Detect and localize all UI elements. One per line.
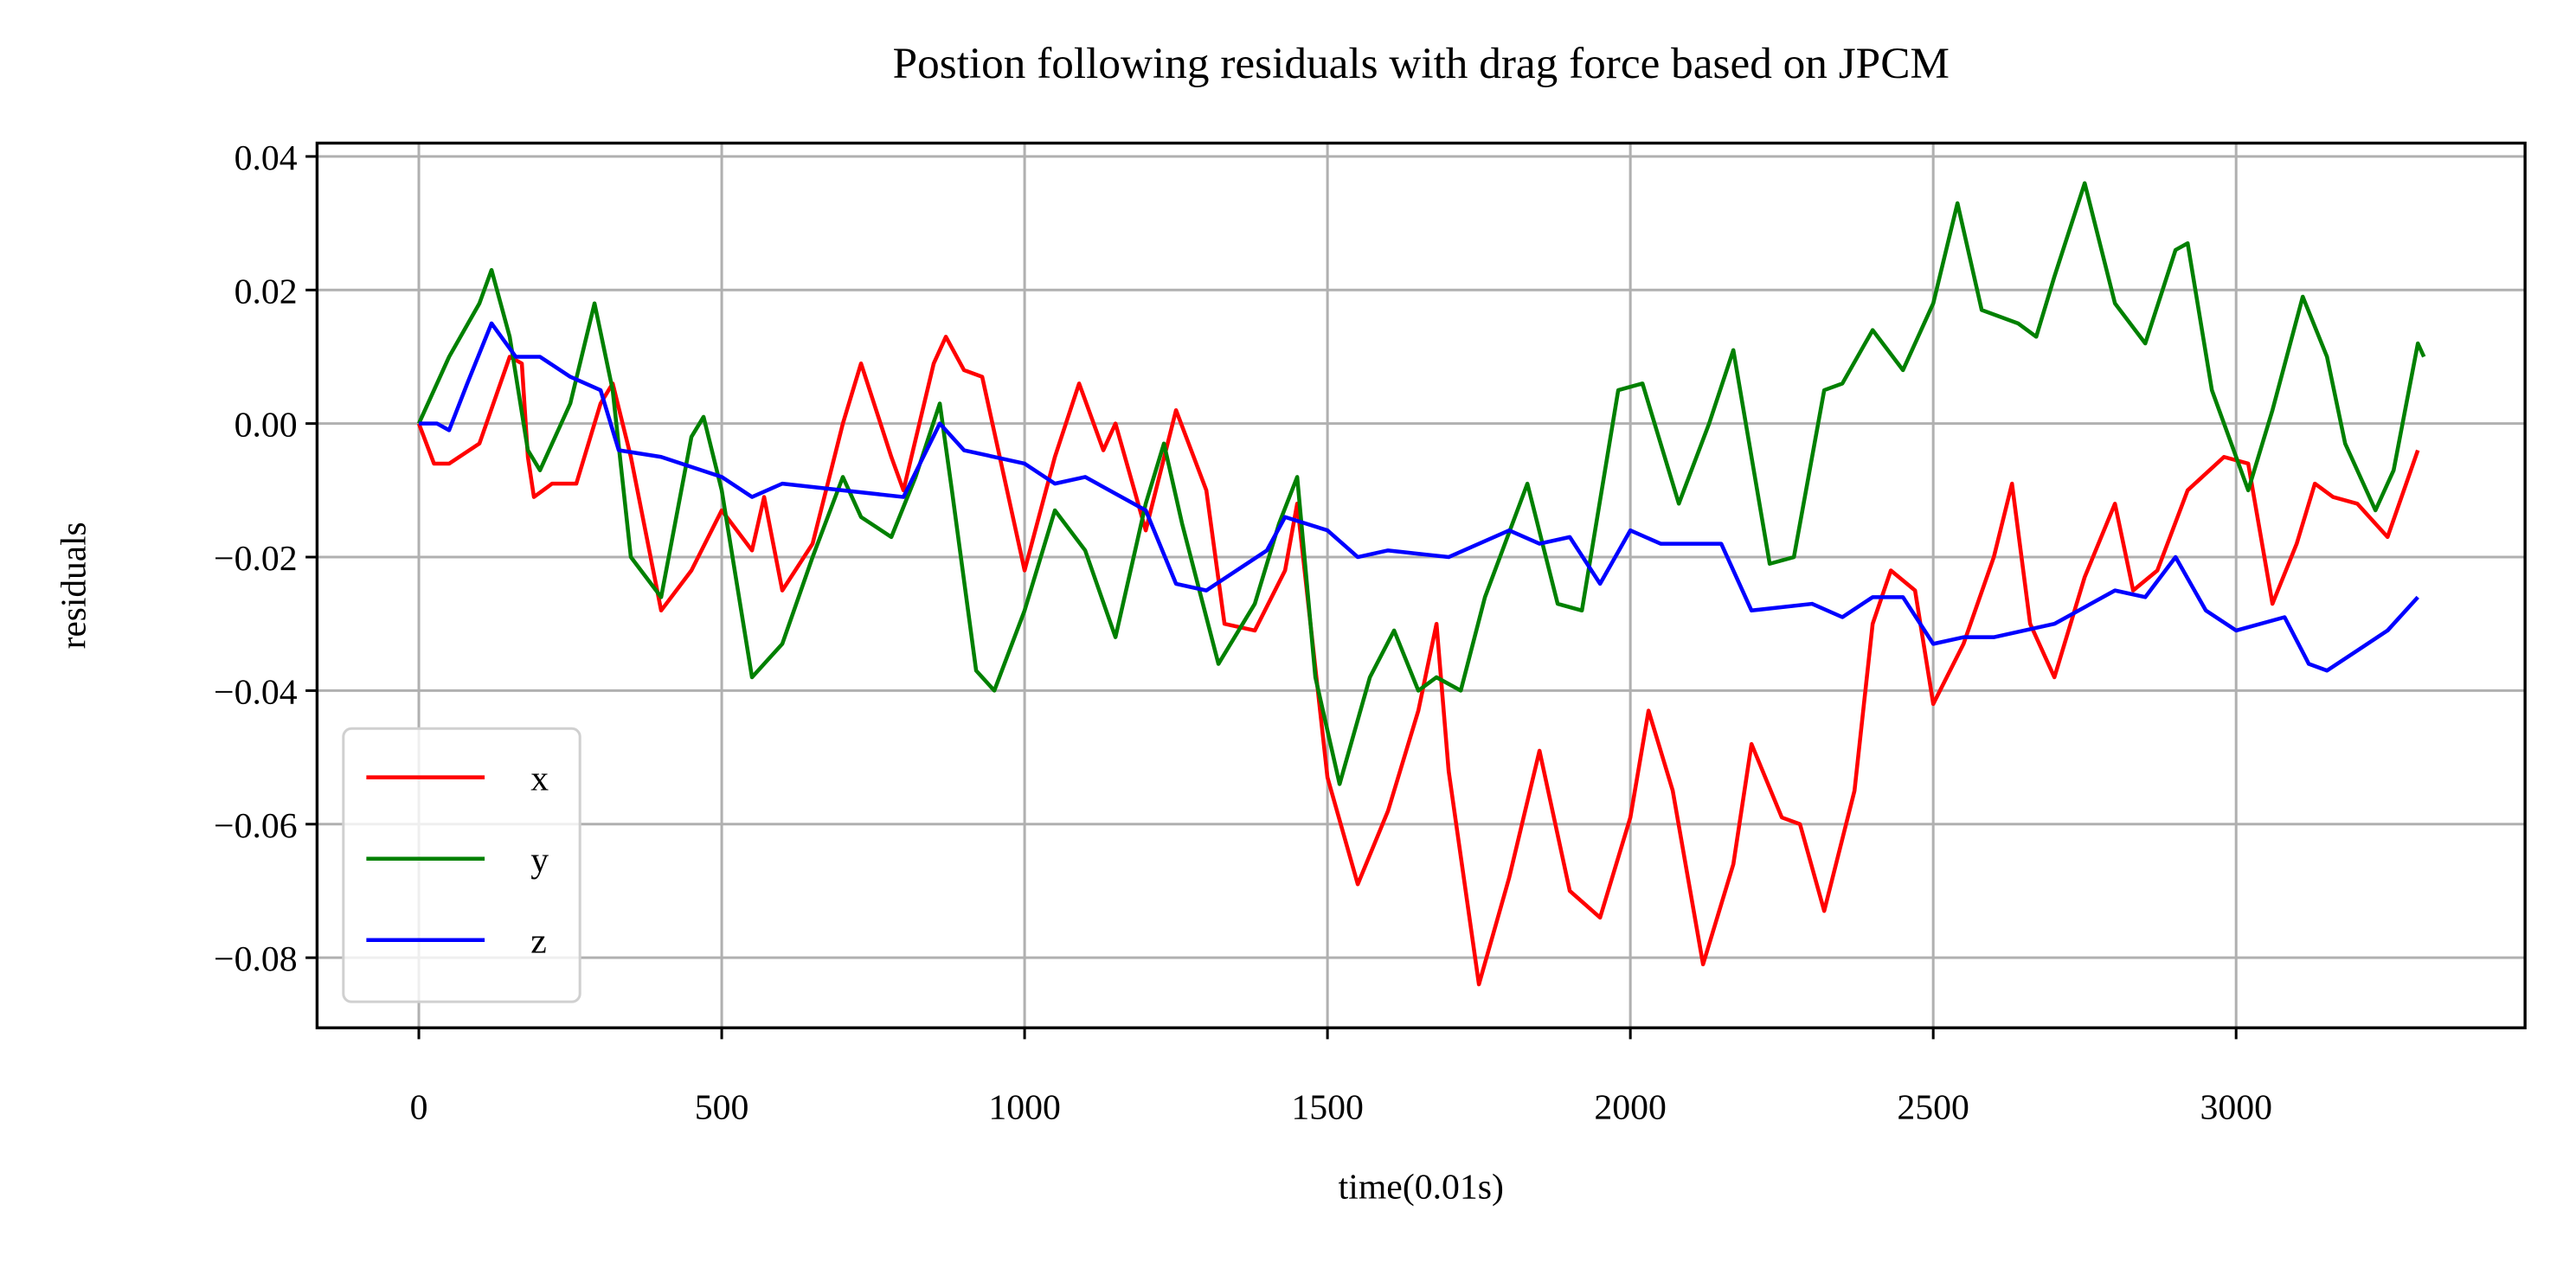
y-tick-label: −0.08 (214, 939, 298, 978)
x-tick-label: 1500 (1291, 1087, 1363, 1127)
y-tick-label: 0.04 (234, 138, 298, 177)
legend-box (342, 727, 581, 1003)
x-axis-label: time(0.01s) (1339, 1167, 1504, 1208)
legend-label: y (530, 840, 549, 880)
line-series (419, 321, 2419, 673)
x-tick-label: 3000 (2200, 1087, 2271, 1127)
legend-label: z (530, 921, 547, 961)
chart-title: Postion following residuals with drag fo… (893, 40, 1950, 88)
legend-label: x (530, 759, 549, 798)
x-tick-label: 0 (410, 1087, 428, 1127)
y-tick-label: 0.02 (234, 271, 298, 311)
plot-frame (315, 141, 2527, 1029)
y-tick-label: −0.04 (214, 672, 298, 712)
x-tick-label: 500 (695, 1087, 749, 1127)
y-axis-label: residuals (54, 522, 93, 649)
x-tick-label: 2500 (1897, 1087, 1969, 1127)
y-tick-label: −0.02 (214, 538, 298, 578)
y-tick-label: −0.06 (214, 805, 298, 845)
y-tick-label: 0.00 (234, 405, 298, 445)
x-tick-label: 2000 (1594, 1087, 1666, 1127)
line-series (416, 335, 2420, 987)
line-series (416, 181, 2426, 786)
x-tick-label: 1000 (988, 1087, 1060, 1127)
